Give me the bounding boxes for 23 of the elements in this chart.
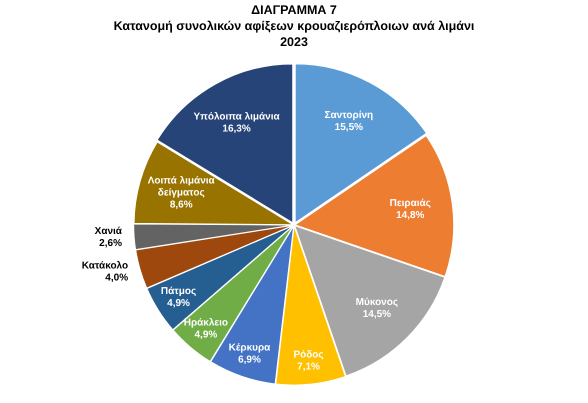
slice-label: Χανιά: [94, 226, 123, 238]
data-label: 6,9%: [238, 354, 261, 366]
data-label: 14,8%: [396, 210, 425, 222]
slice-label: Σαντορίνη: [324, 110, 374, 122]
data-label: 8,6%: [170, 200, 193, 211]
data-label: 4,9%: [167, 298, 190, 310]
chart-title: ΔΙΑΓΡΑΜΜΑ 7 Κατανομή συνολικών αφίξεων κρουαζιερόπλοιων ανά λιμάνι 2023: [112, 2, 476, 51]
slice-label: Κέρκυρα: [228, 342, 272, 354]
data-label: 16,3%: [222, 123, 251, 134]
data-label: 14,5%: [362, 308, 392, 320]
slice-label: Πειραιάς: [390, 198, 431, 210]
slice-label: Ρόδος: [293, 349, 324, 360]
slice-label: Πάτμος: [160, 286, 196, 298]
data-label: 4,0%: [105, 272, 128, 284]
data-label: 15,5%: [334, 122, 364, 134]
slice-label: Ηράκλειο: [184, 318, 228, 329]
data-label: 4,9%: [194, 330, 218, 341]
slice-label: Λοιπά λιμάνια δείγματος: [148, 176, 216, 199]
data-label: 2,6%: [99, 238, 122, 250]
data-label: 7,1%: [297, 361, 320, 372]
slice-label: Υπόλοιπα λιμάνια: [193, 111, 281, 122]
slice-label: Μύκονος: [356, 296, 398, 308]
slice-label: Κατάκολο: [82, 260, 128, 272]
